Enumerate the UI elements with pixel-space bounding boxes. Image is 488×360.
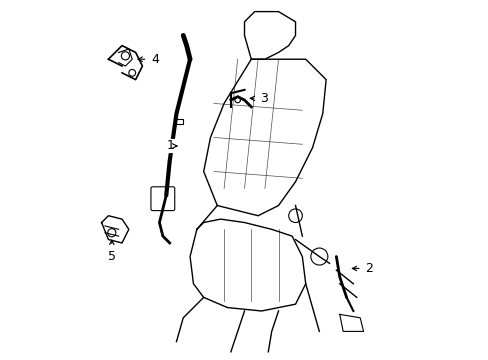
- Text: 4: 4: [151, 53, 159, 66]
- Text: 1: 1: [166, 139, 174, 153]
- Bar: [174, 119, 183, 124]
- Text: 2: 2: [365, 262, 372, 275]
- Text: 3: 3: [259, 92, 267, 105]
- Text: 5: 5: [107, 250, 116, 263]
